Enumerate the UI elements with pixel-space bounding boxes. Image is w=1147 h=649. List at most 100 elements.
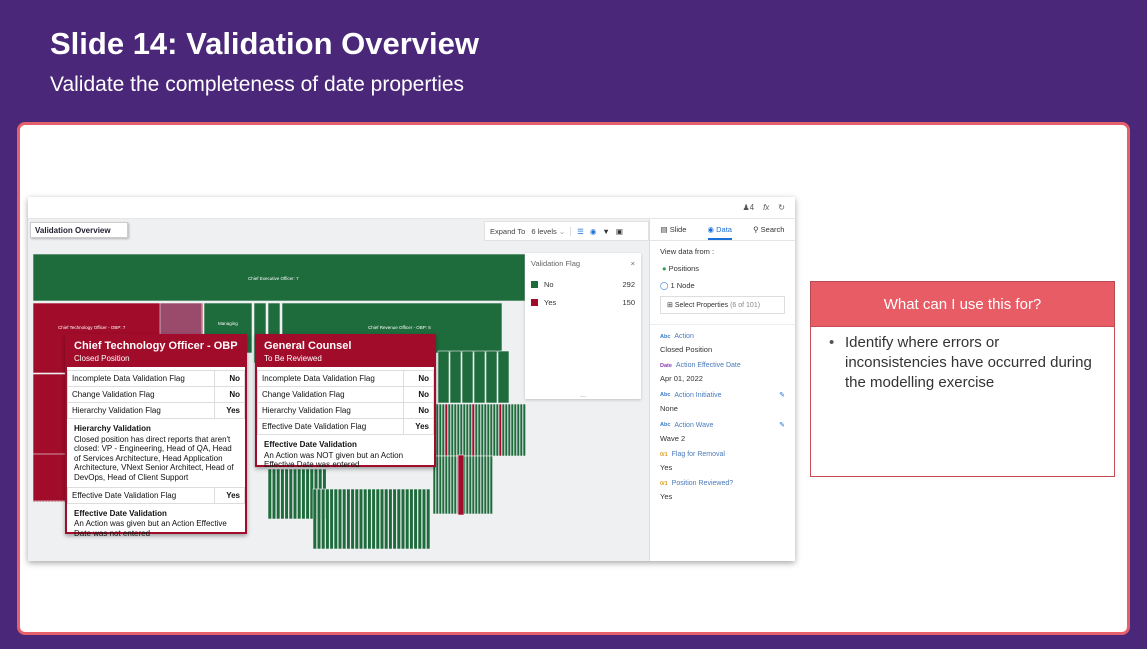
org-node[interactable] [441,403,445,457]
org-node[interactable] [38,500,42,503]
org-node[interactable] [32,500,36,503]
org-node[interactable] [350,488,355,550]
org-node[interactable] [453,455,457,515]
org-node[interactable] [400,488,406,550]
org-node[interactable] [333,488,338,550]
org-node[interactable] [447,455,451,515]
org-node[interactable] [392,488,397,550]
property-position-reviewed[interactable]: 0/1 Position Reviewed? Yes [660,480,785,501]
org-node[interactable] [441,455,445,515]
org-node[interactable] [301,468,306,520]
edit-icon[interactable]: ✎ [779,392,785,399]
org-node[interactable] [329,488,334,550]
org-node[interactable] [435,455,439,515]
palette-icon[interactable]: ◉ [589,226,597,236]
org-node[interactable] [483,403,487,457]
org-node[interactable] [35,500,39,503]
org-node[interactable] [453,403,457,457]
close-icon[interactable]: × [630,259,635,268]
legend-item-yes[interactable]: Yes 150 [531,298,635,307]
org-node[interactable] [480,455,484,515]
view-title-tab[interactable]: Validation Overview [30,222,128,238]
org-node[interactable] [497,350,510,404]
org-node[interactable] [449,350,462,404]
org-node[interactable] [53,500,57,503]
org-node[interactable] [41,500,45,503]
option-node[interactable]: ◯ 1 Node [660,281,785,290]
org-node[interactable] [59,500,63,503]
tab-slide[interactable]: ▤ Slide [661,225,687,234]
org-node[interactable] [519,403,523,457]
org-node[interactable] [435,403,439,457]
org-node[interactable] [417,488,422,550]
org-node[interactable] [457,454,465,516]
org-node[interactable] [305,468,310,520]
org-node[interactable] [473,350,486,404]
org-node[interactable] [465,403,469,457]
org-node[interactable] [276,468,281,520]
org-node[interactable] [346,488,351,550]
property-flag-for-removal[interactable]: 0/1 Flag for Removal Yes [660,451,785,472]
edit-icon[interactable]: ✎ [779,422,785,429]
property-action-effective-date[interactable]: Date Action Effective Date Apr 01, 2022 [660,362,785,383]
org-node[interactable] [471,403,475,457]
org-node[interactable] [271,468,277,520]
org-node[interactable] [388,488,393,550]
org-node[interactable] [396,488,401,550]
org-node[interactable] [489,403,493,457]
option-positions[interactable]: ● Positions [660,264,785,273]
org-node[interactable] [462,403,466,457]
org-node[interactable] [342,488,347,550]
org-node[interactable] [471,455,475,515]
org-node[interactable] [459,403,463,457]
org-node[interactable] [354,488,359,550]
org-node[interactable] [477,403,481,457]
comment-icon[interactable]: ▣ [615,226,623,236]
org-node[interactable] [325,488,330,550]
org-node[interactable] [288,468,293,520]
org-node[interactable] [312,488,317,550]
property-action[interactable]: Abc Action Closed Position [660,333,785,354]
org-node[interactable] [513,403,517,457]
org-node[interactable] [56,500,60,503]
org-node[interactable] [421,488,427,550]
property-action-initiative[interactable]: Abc Action Initiative ✎ None [660,391,785,414]
org-node[interactable] [438,455,442,515]
org-node[interactable] [367,488,372,550]
org-node[interactable] [468,455,472,515]
org-node[interactable] [375,488,380,550]
org-node[interactable] [47,500,51,503]
org-node[interactable] [409,488,414,550]
org-node[interactable] [474,403,478,457]
users-icon[interactable]: ♟4 [742,203,755,212]
org-node[interactable] [504,403,508,457]
org-node[interactable] [405,488,410,550]
org-node[interactable] [465,455,469,515]
org-node[interactable] [438,403,442,457]
tab-search[interactable]: ⚲ Search [753,225,784,234]
refresh-icon[interactable]: ↻ [778,203,785,212]
org-node[interactable] [447,403,451,457]
org-node[interactable] [316,488,322,550]
org-node[interactable] [444,455,448,515]
fx-icon[interactable]: fx [763,203,770,212]
org-node[interactable] [456,403,460,457]
org-node[interactable] [379,488,385,550]
org-node[interactable] [437,350,450,404]
org-node[interactable] [267,468,272,520]
select-properties-button[interactable]: ⊞ Select Properties (6 of 101) [660,296,785,314]
property-action-wave[interactable]: Abc Action Wave ✎ Wave 2 [660,421,785,444]
org-node[interactable] [516,403,520,457]
org-node[interactable] [292,468,298,520]
org-node[interactable] [413,488,418,550]
org-node[interactable] [450,403,454,457]
org-node[interactable] [461,350,474,404]
legend-item-no[interactable]: No 292 [531,280,635,289]
org-node[interactable] [477,455,481,515]
org-node[interactable] [384,488,389,550]
org-node[interactable] [507,403,511,457]
org-node[interactable] [486,403,490,457]
org-node[interactable] [510,403,514,457]
legend-more[interactable]: ... [579,390,587,399]
org-node[interactable] [498,403,502,457]
